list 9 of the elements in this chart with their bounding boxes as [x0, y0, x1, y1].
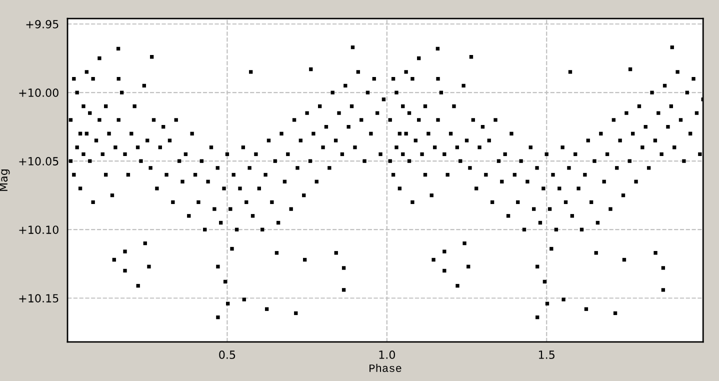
x-tick-label: 1.0 — [379, 350, 396, 359]
x-tick-label: 1.5 — [538, 350, 554, 359]
x-axis-title: Phase — [370, 364, 402, 372]
y-tick-label: +10.05 — [19, 157, 58, 166]
y-tick-label: +10.10 — [19, 226, 58, 234]
y-tick-label: +9.95 — [26, 20, 58, 28]
y-tick-label: +10.00 — [19, 88, 58, 97]
y-tick-label: +10.15 — [19, 294, 58, 303]
x-tick-label: 0.5 — [219, 350, 236, 359]
